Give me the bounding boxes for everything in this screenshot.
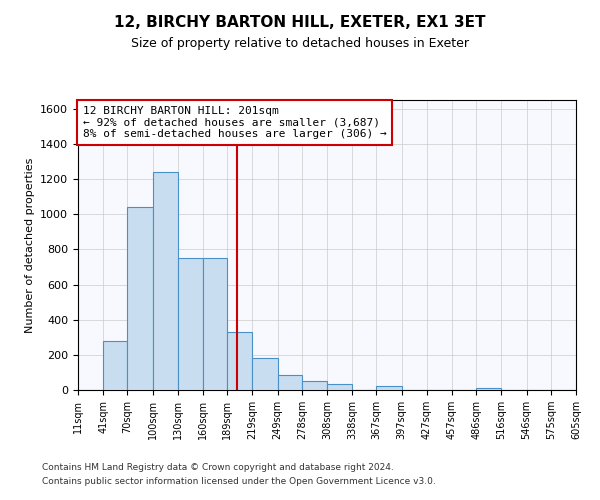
Bar	[278, 375, 302, 390]
Bar	[103, 341, 127, 390]
Bar	[302, 381, 327, 390]
Bar	[203, 258, 227, 390]
Y-axis label: Number of detached properties: Number of detached properties	[25, 158, 35, 332]
Bar	[476, 388, 502, 390]
Text: 12 BIRCHY BARTON HILL: 201sqm
← 92% of detached houses are smaller (3,687)
8% of: 12 BIRCHY BARTON HILL: 201sqm ← 92% of d…	[83, 106, 387, 139]
Bar	[327, 384, 352, 390]
Text: 12, BIRCHY BARTON HILL, EXETER, EX1 3ET: 12, BIRCHY BARTON HILL, EXETER, EX1 3ET	[114, 15, 486, 30]
Text: Size of property relative to detached houses in Exeter: Size of property relative to detached ho…	[131, 38, 469, 51]
Text: Contains HM Land Registry data © Crown copyright and database right 2024.: Contains HM Land Registry data © Crown c…	[42, 464, 394, 472]
Bar	[178, 258, 203, 390]
Bar	[127, 207, 152, 390]
Text: Contains public sector information licensed under the Open Government Licence v3: Contains public sector information licen…	[42, 477, 436, 486]
Bar	[152, 172, 178, 390]
Bar	[227, 332, 253, 390]
Bar	[253, 358, 278, 390]
Bar	[376, 386, 401, 390]
